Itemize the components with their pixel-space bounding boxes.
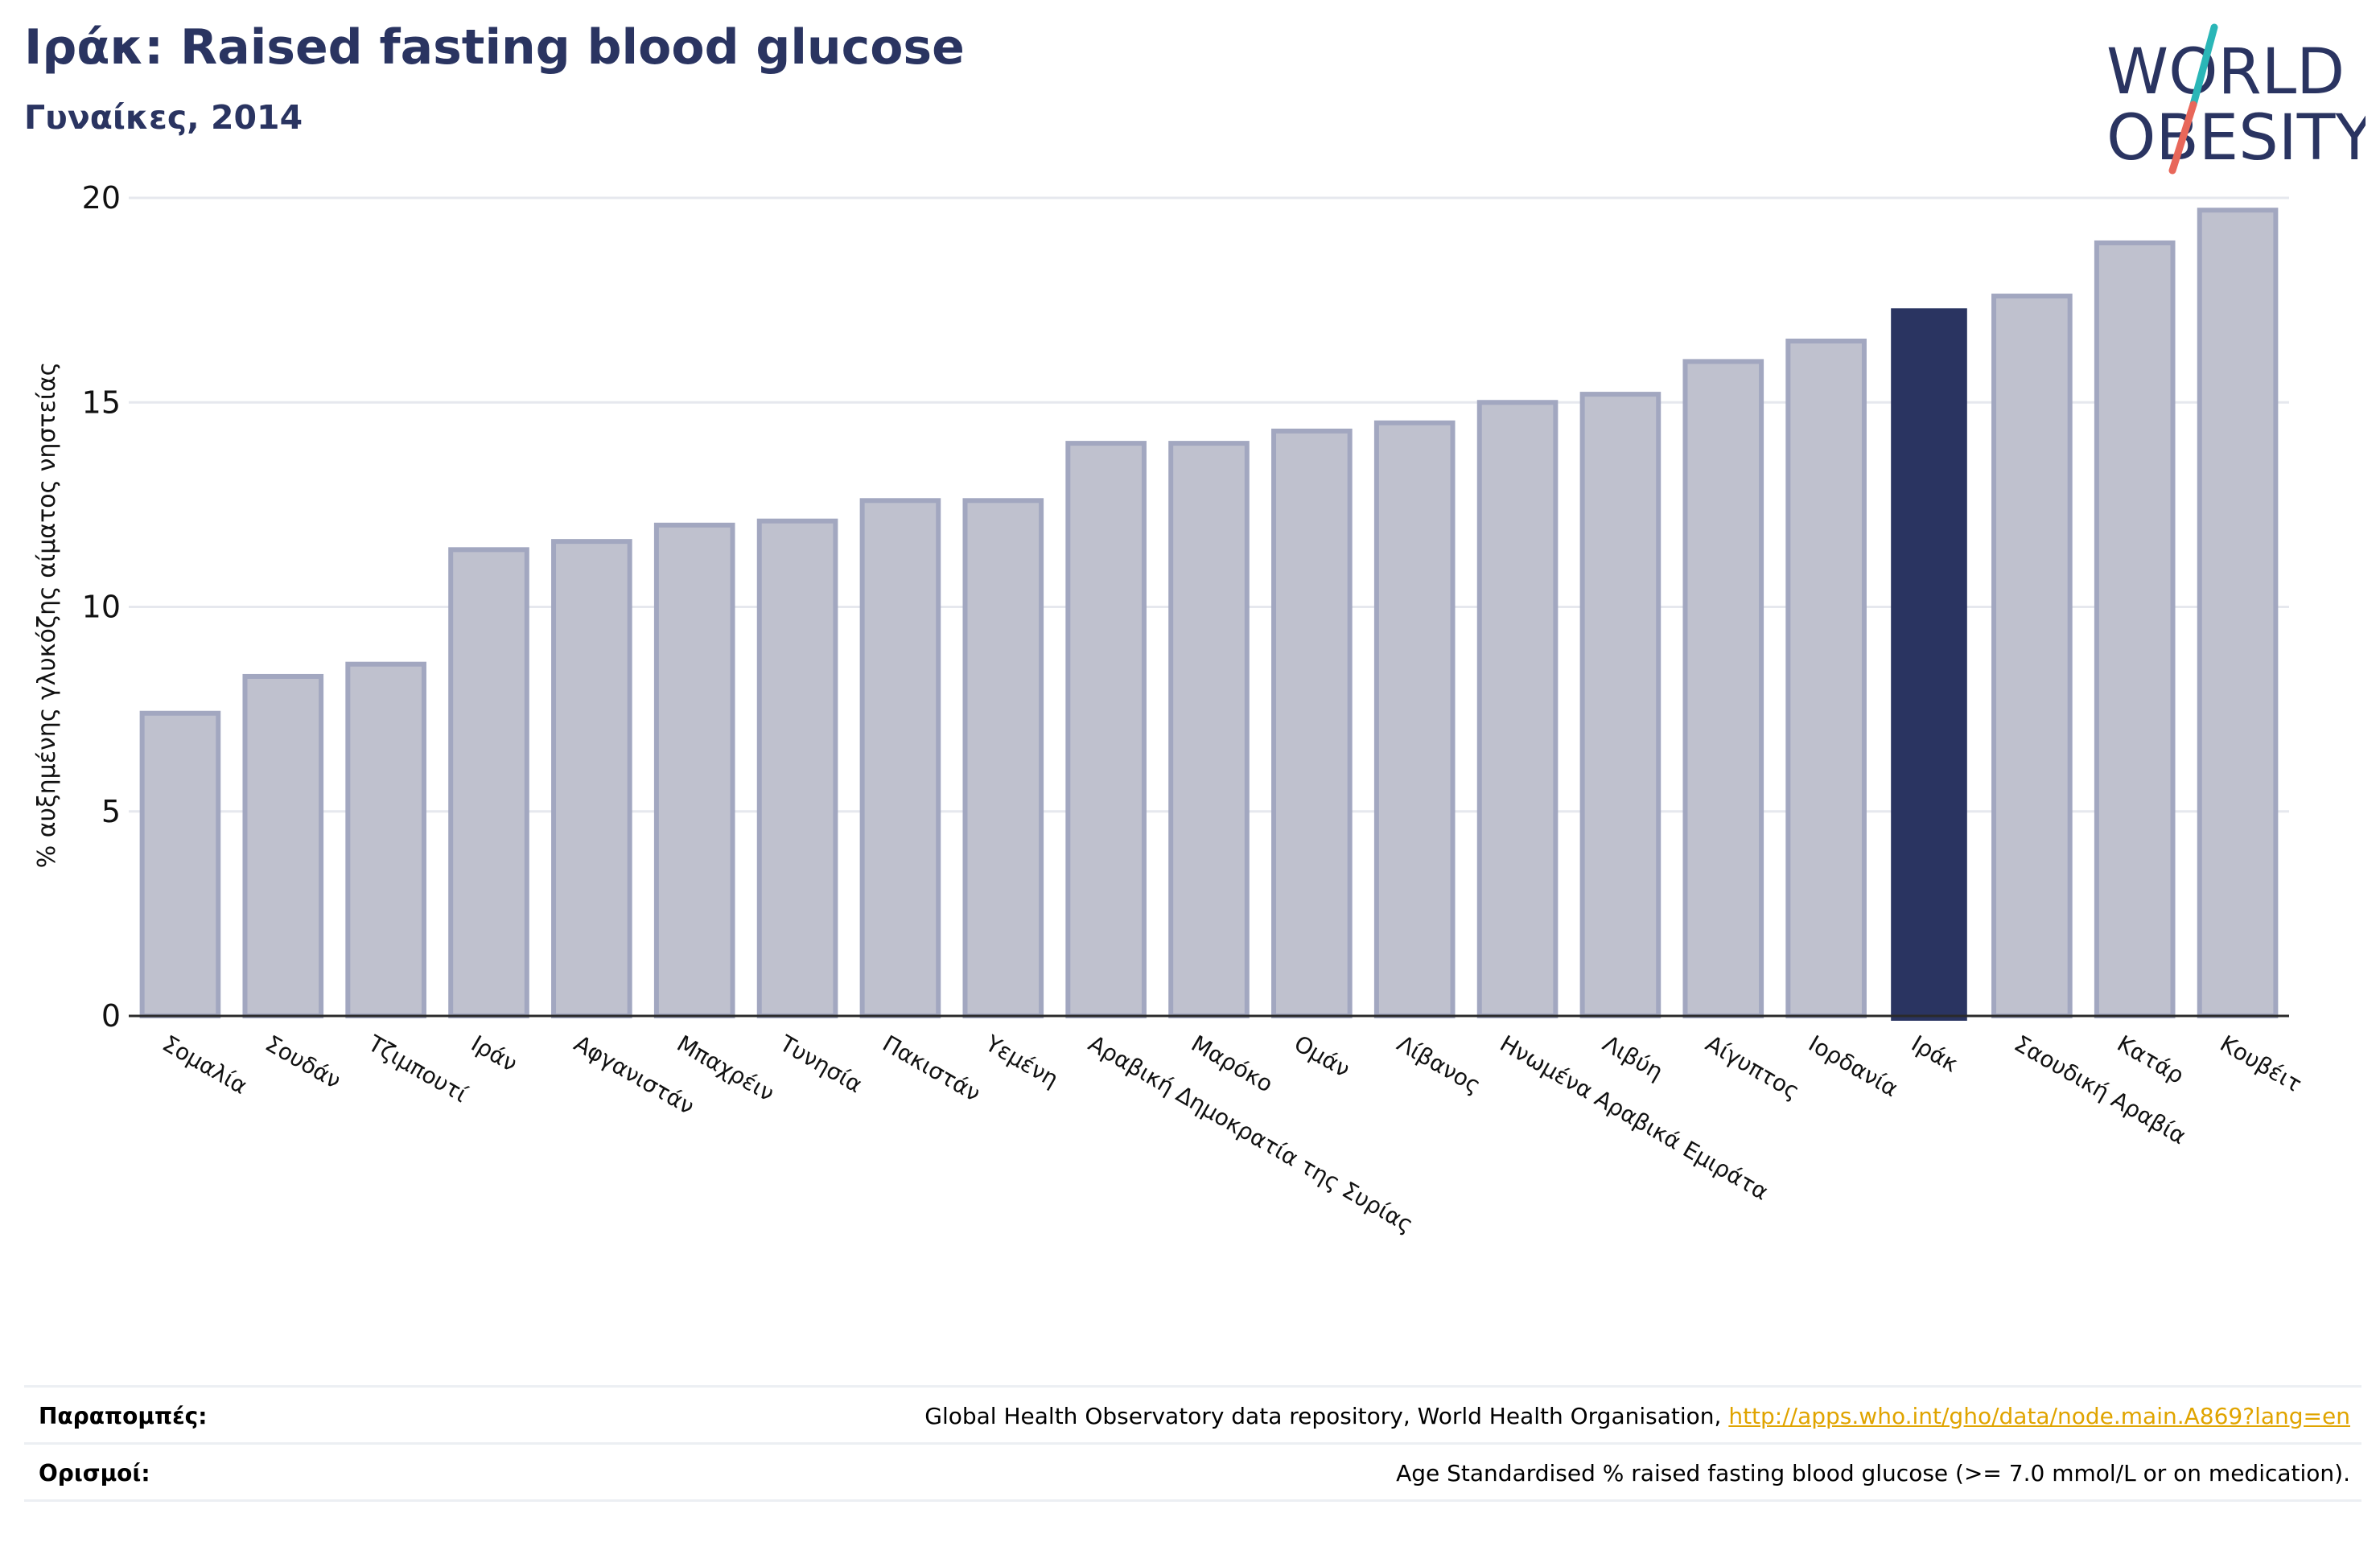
x-tick-label: Λιβύη bbox=[1598, 1030, 1667, 1085]
x-tick-label: Ιράκ bbox=[1907, 1030, 1962, 1077]
bar bbox=[551, 539, 632, 1018]
bar bbox=[242, 673, 324, 1018]
logo-slash-coral bbox=[2168, 101, 2197, 175]
x-tick-label: Λίβανος bbox=[1393, 1030, 1485, 1099]
bar bbox=[1682, 359, 1764, 1018]
bar bbox=[1373, 420, 1456, 1018]
x-tick-label: Τζιμπουτί bbox=[363, 1030, 472, 1108]
references-source: Global Health Observatory data repositor… bbox=[924, 1402, 1729, 1429]
definitions-text: Age Standardised % raised fasting blood … bbox=[1396, 1459, 2350, 1486]
bar bbox=[1271, 428, 1353, 1018]
logo-line2: OBESITY bbox=[2106, 102, 2366, 175]
x-tick-label: Αίγυπτος bbox=[1701, 1030, 1804, 1104]
x-tick-label: Σομαλία bbox=[158, 1030, 252, 1099]
bar bbox=[756, 518, 838, 1018]
bar bbox=[1991, 294, 2073, 1019]
x-tick-label: Ιράν bbox=[467, 1030, 522, 1077]
x-tick-label: Σαουδική Αραβία bbox=[2010, 1030, 2191, 1149]
logo-line1: WORLD bbox=[2106, 36, 2345, 109]
references-divider bbox=[24, 1499, 2361, 1502]
y-tick-label: 10 bbox=[82, 590, 121, 625]
y-tick-label: 5 bbox=[101, 794, 121, 829]
y-tick-label: 20 bbox=[82, 180, 121, 216]
y-axis-label: % αυξημένης γλυκόζης αίματος νηστείας bbox=[33, 362, 61, 868]
chart-title: Ιράκ: Raised fasting blood glucose bbox=[24, 19, 965, 76]
x-tick-label: Τυνησία bbox=[775, 1030, 867, 1098]
x-tick-label: Κουβέιτ bbox=[2216, 1030, 2307, 1097]
y-tick-labels: 0 5 10 15 20 bbox=[82, 180, 121, 1034]
x-tick-label: Υεμένη bbox=[980, 1030, 1063, 1092]
x-tick-label: Ιορδανία bbox=[1804, 1030, 1902, 1102]
bar bbox=[1476, 400, 1559, 1018]
bar bbox=[653, 522, 735, 1018]
bar bbox=[1168, 441, 1250, 1018]
bar bbox=[345, 661, 426, 1018]
bar bbox=[2094, 240, 2176, 1018]
world-obesity-logo: WORLD OBESITY bbox=[2106, 23, 2366, 175]
bar bbox=[859, 498, 941, 1018]
x-tick-label: Ομάν bbox=[1290, 1030, 1355, 1083]
x-tick-label: Πακιστάν bbox=[878, 1030, 985, 1107]
x-tick-label: Κατάρ bbox=[2113, 1030, 2189, 1089]
references-link[interactable]: http://apps.who.int/gho/data/node.main.A… bbox=[1728, 1402, 2350, 1429]
y-tick-label: 0 bbox=[101, 998, 121, 1034]
y-tick-label: 15 bbox=[82, 384, 121, 420]
references-row: Παραπομπές: Global Health Observatory da… bbox=[24, 1385, 2361, 1444]
bar bbox=[1785, 338, 1867, 1019]
references-label: Παραπομπές: bbox=[39, 1402, 208, 1429]
definitions-row: Ορισμοί: Age Standardised % raised fasti… bbox=[24, 1442, 2361, 1501]
bar bbox=[2197, 208, 2279, 1018]
bar bbox=[1065, 441, 1147, 1018]
logo-slash-teal bbox=[2189, 23, 2218, 109]
bar bbox=[962, 498, 1044, 1018]
x-tick-label: Σουδάν bbox=[261, 1030, 345, 1094]
x-tick-label: Μαρόκο bbox=[1187, 1030, 1278, 1097]
chart-subtitle: Γυναίκες, 2014 bbox=[24, 98, 303, 137]
bar bbox=[1891, 308, 1967, 1021]
bar bbox=[139, 710, 221, 1019]
bar bbox=[1579, 392, 1661, 1018]
bars bbox=[139, 208, 2279, 1021]
bar bbox=[448, 547, 529, 1018]
definitions-label: Ορισμοί: bbox=[39, 1459, 150, 1486]
references-text: Global Health Observatory data repositor… bbox=[924, 1403, 2361, 1429]
